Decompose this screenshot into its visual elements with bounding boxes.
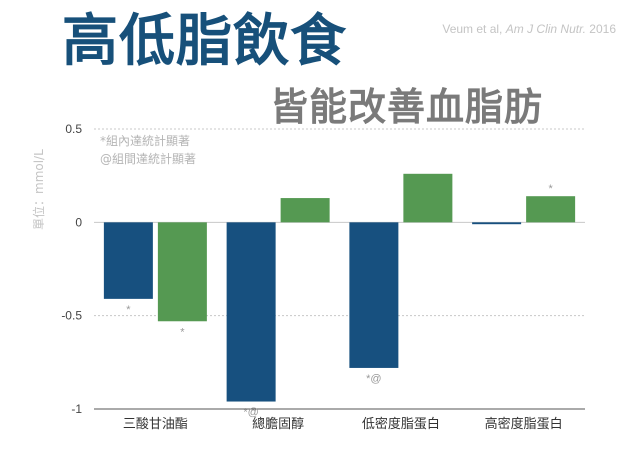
significance-mark: * <box>548 183 553 195</box>
x-tick-label: 三酸甘油酯 <box>123 417 188 432</box>
citation: Veum et al, Am J Clin Nutr. 2016 <box>442 22 616 36</box>
note-between-group: @組間達統計顯著 <box>100 152 197 166</box>
bar <box>403 173 453 223</box>
chart-title: 高低脂飲食 <box>62 9 347 74</box>
bar <box>280 198 330 223</box>
citation-journal: Am J Clin Nutr. <box>505 22 586 36</box>
bar <box>226 222 276 402</box>
bar <box>472 222 522 225</box>
note-within-group: *組內達統計顯著 <box>100 134 191 148</box>
significance-mark: *@ <box>366 373 381 385</box>
significance-mark: *@ <box>243 407 258 419</box>
bar <box>157 222 207 322</box>
y-tick-label: 0 <box>75 215 82 229</box>
y-tick-label: -0.5 <box>61 309 82 323</box>
citation-authors: Veum et al, <box>442 22 506 36</box>
significance-mark: * <box>126 304 131 316</box>
citation-year: 2016 <box>585 22 616 36</box>
bar <box>103 222 153 299</box>
x-tick-label: 低密度脂蛋白 <box>362 416 440 432</box>
x-tick-label: 高密度脂蛋白 <box>485 416 563 432</box>
y-tick-label: -1 <box>71 402 82 416</box>
chart-subtitle: 皆能改善血脂肪 <box>270 85 544 129</box>
bar <box>349 222 399 368</box>
significance-mark: * <box>180 326 185 338</box>
y-tick-label: 0.5 <box>65 122 82 136</box>
bar <box>526 196 576 223</box>
x-tick-label: 總膽固醇 <box>252 416 304 432</box>
